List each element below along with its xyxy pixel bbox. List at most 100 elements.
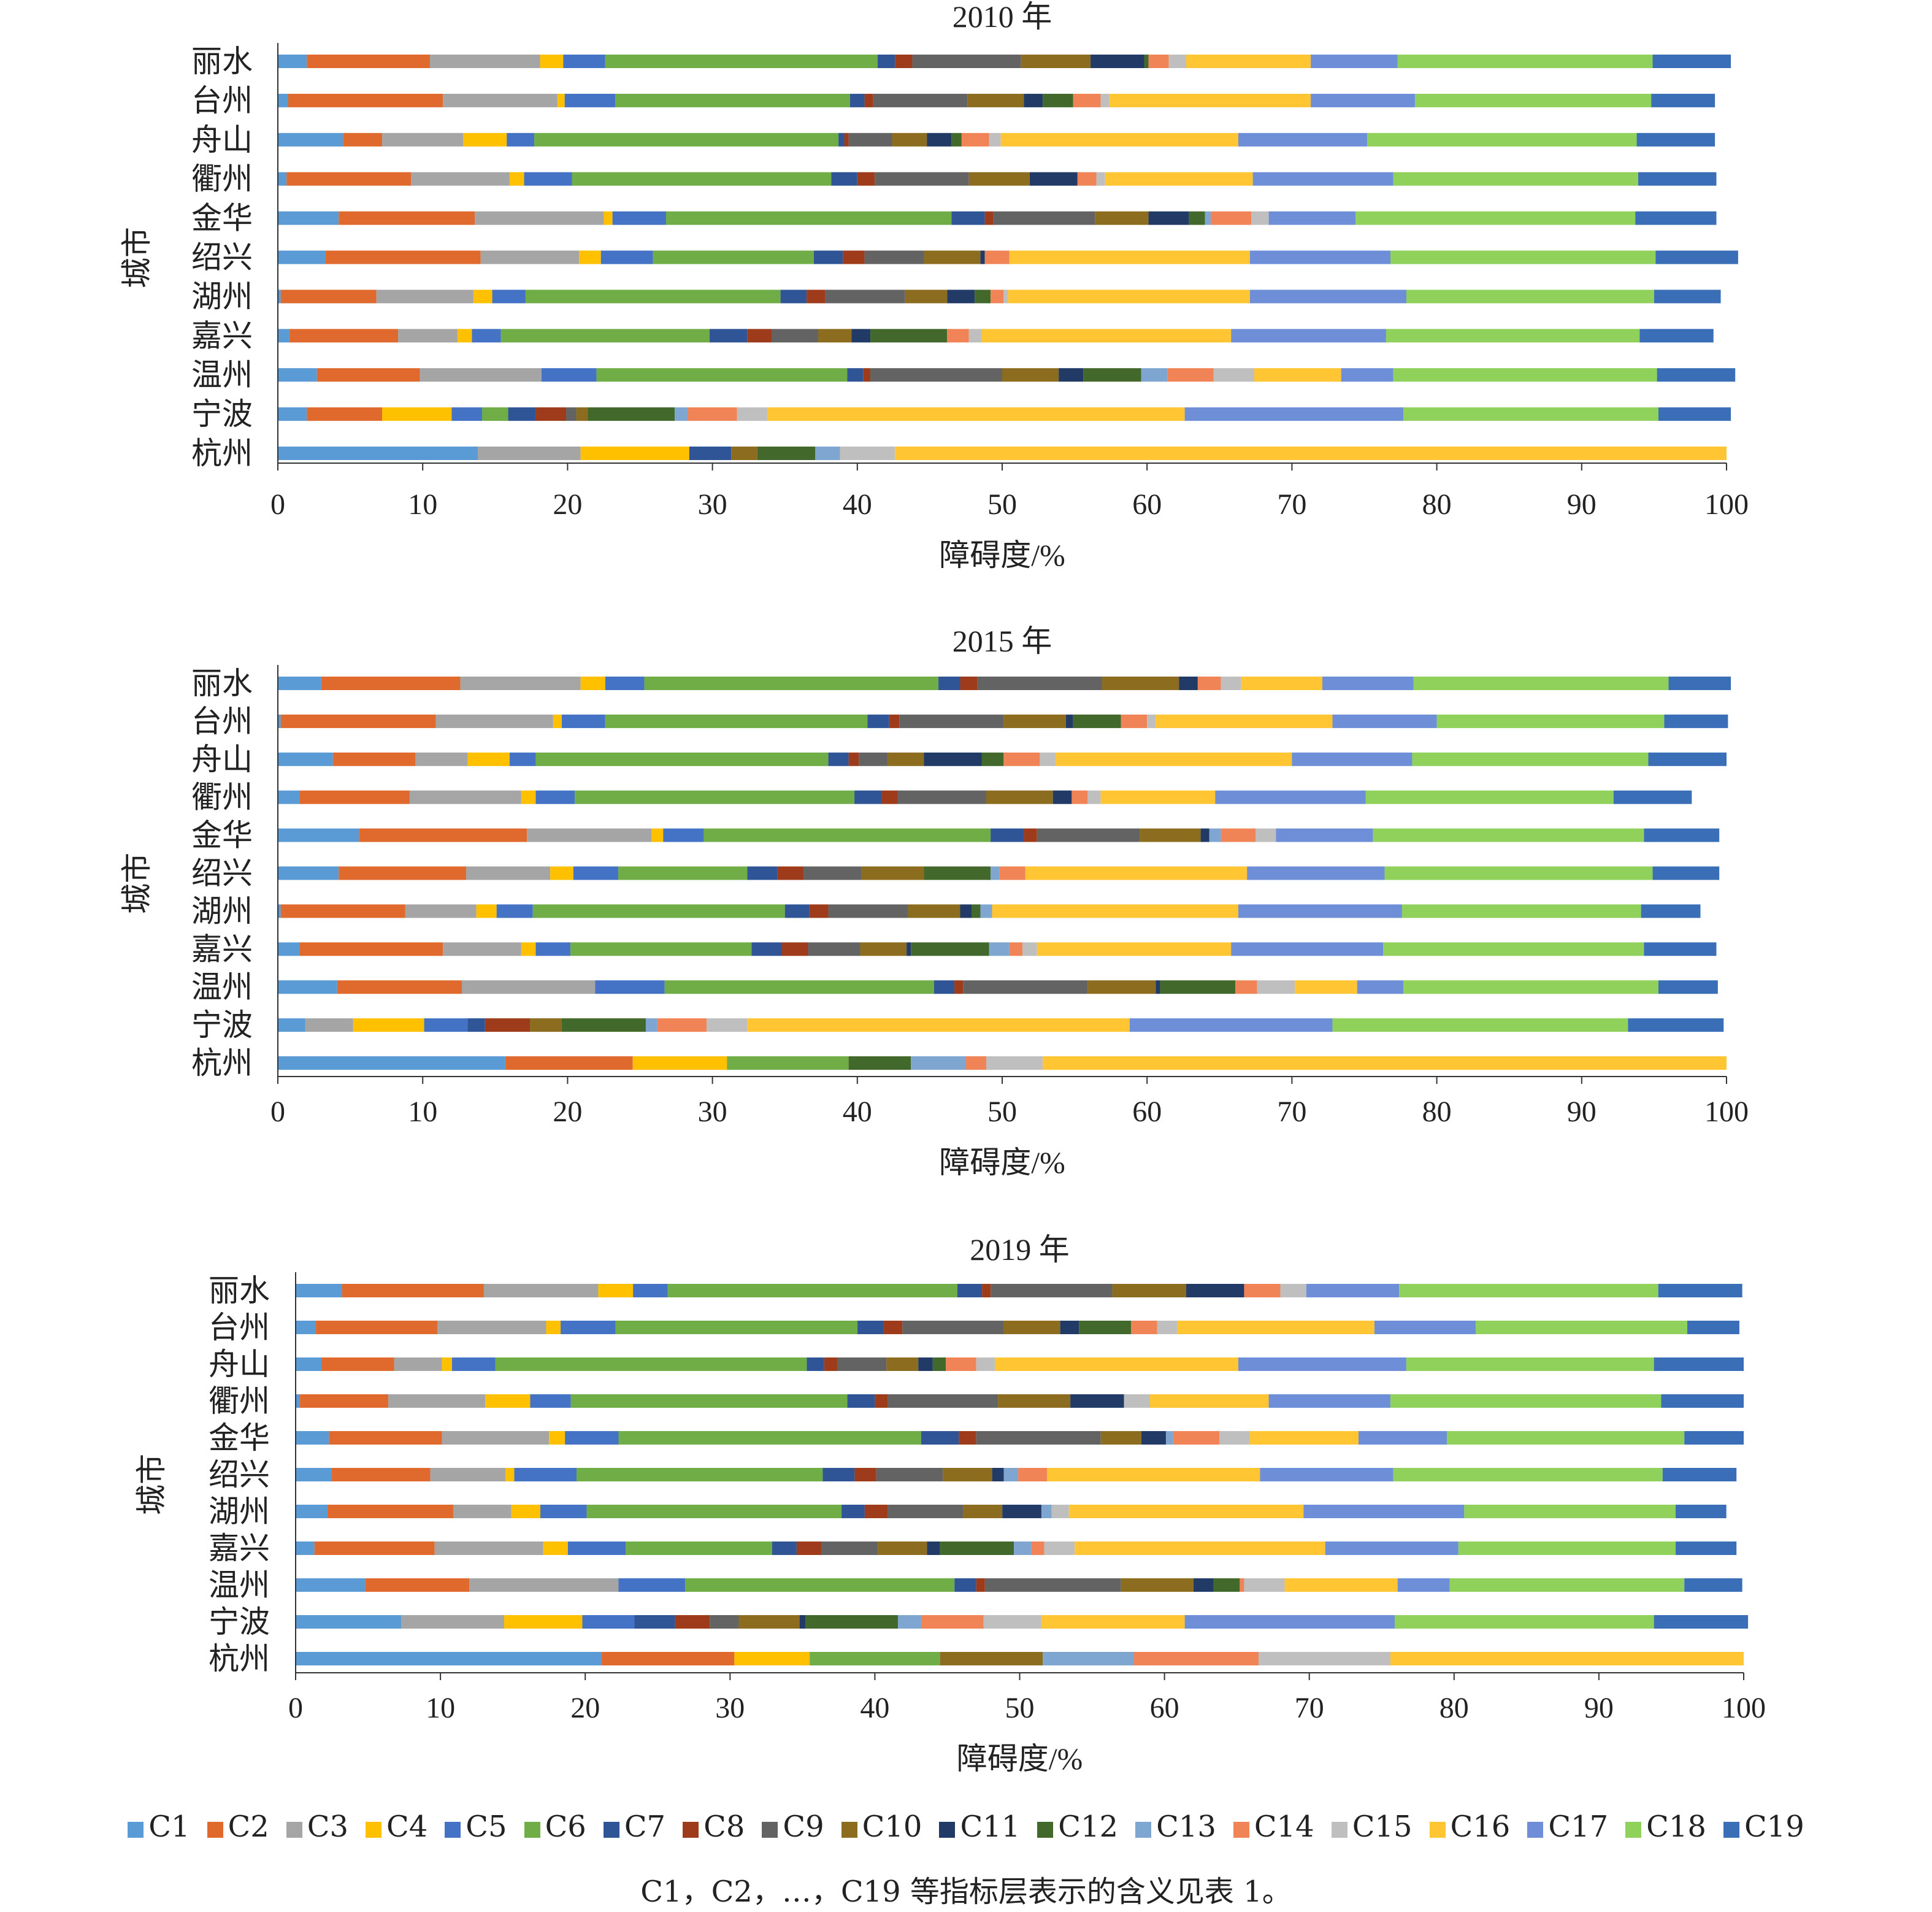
- bar-segment-c15: [1124, 1394, 1150, 1408]
- bar-segment-c8: [960, 677, 978, 690]
- legend-item: C3: [286, 1810, 348, 1844]
- bar-segment-c1: [278, 407, 307, 421]
- bar-segment-c10: [998, 1394, 1071, 1408]
- bar-segment-c8: [844, 132, 849, 147]
- bar-segment-c3: [434, 1542, 543, 1555]
- bar-segment-c13: [1041, 1505, 1052, 1518]
- legend-label: C1: [148, 1810, 190, 1844]
- legend-item: C7: [603, 1810, 666, 1844]
- bar-segment-c1: [278, 172, 287, 186]
- bar-segment-c14: [1018, 1468, 1048, 1481]
- bar-segment-c18: [1390, 1394, 1662, 1408]
- bar-segment-c11: [980, 250, 985, 264]
- bar-segment-c7: [938, 677, 960, 690]
- bar-segment-c10: [576, 407, 588, 421]
- bar-segment-c16: [1254, 368, 1341, 382]
- bar-segment-c8: [982, 1284, 991, 1297]
- category-label: 绍兴: [209, 1457, 270, 1492]
- legend-label: C14: [1254, 1810, 1314, 1844]
- legend-label: C7: [624, 1810, 666, 1844]
- bar-segment-c19: [1658, 407, 1731, 421]
- bar-segment-c14: [1148, 55, 1169, 68]
- bar-segment-c11: [1186, 1284, 1244, 1297]
- bar-segment-c12: [981, 752, 1004, 766]
- bar-segment-c6: [535, 752, 829, 766]
- bar-segment-c10: [529, 1018, 562, 1032]
- category-label: 杭州: [191, 1046, 253, 1080]
- bar-segment-c5: [565, 1431, 619, 1445]
- bar-segment-c1: [278, 55, 307, 68]
- y-axis-label: 城市: [134, 1454, 169, 1515]
- bar-segment-c18: [1393, 368, 1657, 382]
- bar-segment-c16: [895, 447, 1727, 460]
- bar-segment-c9: [897, 790, 987, 804]
- bar-segment-c7: [847, 368, 864, 382]
- bar-segment-c6: [727, 1056, 849, 1070]
- bar-segment-c18: [1403, 980, 1658, 994]
- bar-segment-c16: [995, 1357, 1239, 1371]
- bar-segment-c15: [1257, 980, 1295, 994]
- legend-item: C14: [1233, 1810, 1314, 1844]
- bar-segment-c7: [849, 93, 865, 107]
- bar-segment-c4: [509, 172, 524, 186]
- bar-segment-c3: [409, 790, 521, 804]
- bar-segment-c14: [991, 290, 1004, 304]
- bar-segment-c4: [485, 1394, 531, 1408]
- bar-segment-c18: [1458, 1542, 1676, 1555]
- bar-segment-c1: [278, 752, 333, 766]
- bar-segment-c6: [644, 677, 939, 690]
- bar-segment-c17: [1374, 1321, 1476, 1334]
- x-tick-label: 60: [1132, 488, 1162, 521]
- bar-segment-c7: [857, 1321, 884, 1334]
- bar-segment-c4: [550, 866, 573, 880]
- legend-item: C1: [128, 1810, 190, 1844]
- bar-segment-c15: [707, 1018, 748, 1032]
- bar-segment-c7: [747, 866, 778, 880]
- bar-segment-c14: [1009, 942, 1023, 956]
- x-tick-label: 70: [1295, 1692, 1324, 1724]
- bar-segment-c2: [299, 942, 443, 956]
- bar-segment-c8: [796, 1542, 822, 1555]
- chart-title: 2010 年: [953, 0, 1052, 34]
- bar-segment-c10: [1002, 368, 1059, 382]
- bar-segment-c15: [983, 1615, 1041, 1629]
- bar-segment-c8: [864, 93, 873, 107]
- bar-segment-c2: [342, 1284, 484, 1297]
- x-tick-label: 70: [1277, 1096, 1306, 1128]
- bar-segment-c1: [296, 1652, 602, 1665]
- bar-segment-c18: [1394, 1615, 1654, 1629]
- bar-segment-c16: [1041, 1615, 1185, 1629]
- bar-segment-c7: [807, 1357, 824, 1371]
- bar-segment-c17: [1358, 1431, 1447, 1445]
- bar-segment-c5: [573, 866, 619, 880]
- bar-segment-c2: [337, 980, 462, 994]
- bar-segment-c1: [278, 329, 289, 343]
- bar-segment-c19: [1661, 1394, 1744, 1408]
- bar-segment-c11: [1029, 172, 1078, 186]
- bar-segment-c9: [864, 250, 924, 264]
- bar-segment-c17: [1306, 1284, 1400, 1297]
- legend-swatch: [1037, 1822, 1054, 1838]
- bar-segment-c8: [889, 714, 900, 728]
- legend-item: C10: [841, 1810, 922, 1844]
- bar-segment-c5: [561, 1321, 616, 1334]
- bar-segment-c10: [905, 290, 948, 304]
- bar-segment-c9: [828, 904, 908, 918]
- category-label: 衢州: [191, 780, 253, 815]
- x-tick-label: 40: [843, 1096, 872, 1128]
- bar-segment-c19: [1687, 1321, 1739, 1334]
- bar-segment-c17: [1238, 1357, 1406, 1371]
- bar-segment-c19: [1654, 290, 1721, 304]
- bar-segment-c8: [863, 368, 871, 382]
- bar-segment-c18: [1412, 752, 1649, 766]
- bar-segment-c3: [480, 250, 580, 264]
- bar-segment-c5: [530, 1394, 571, 1408]
- bar-segment-c10: [860, 942, 907, 956]
- bar-segment-c10: [1087, 980, 1156, 994]
- bar-segment-c5: [561, 714, 605, 728]
- bar-segment-c5: [541, 368, 597, 382]
- x-tick-label: 90: [1567, 1096, 1597, 1128]
- bar-segment-c18: [1390, 250, 1656, 264]
- bar-segment-c11: [1156, 980, 1160, 994]
- bar-segment-c8: [809, 904, 829, 918]
